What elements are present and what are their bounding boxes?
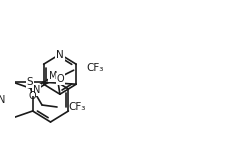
Text: O: O	[57, 74, 64, 84]
Text: CF₃: CF₃	[87, 63, 104, 73]
Text: S: S	[27, 77, 33, 87]
Text: N: N	[33, 85, 40, 95]
Text: N: N	[56, 50, 64, 60]
Text: N: N	[0, 95, 5, 105]
Text: O: O	[29, 91, 37, 101]
Text: CF₃: CF₃	[68, 102, 86, 112]
Text: Me: Me	[49, 71, 63, 81]
